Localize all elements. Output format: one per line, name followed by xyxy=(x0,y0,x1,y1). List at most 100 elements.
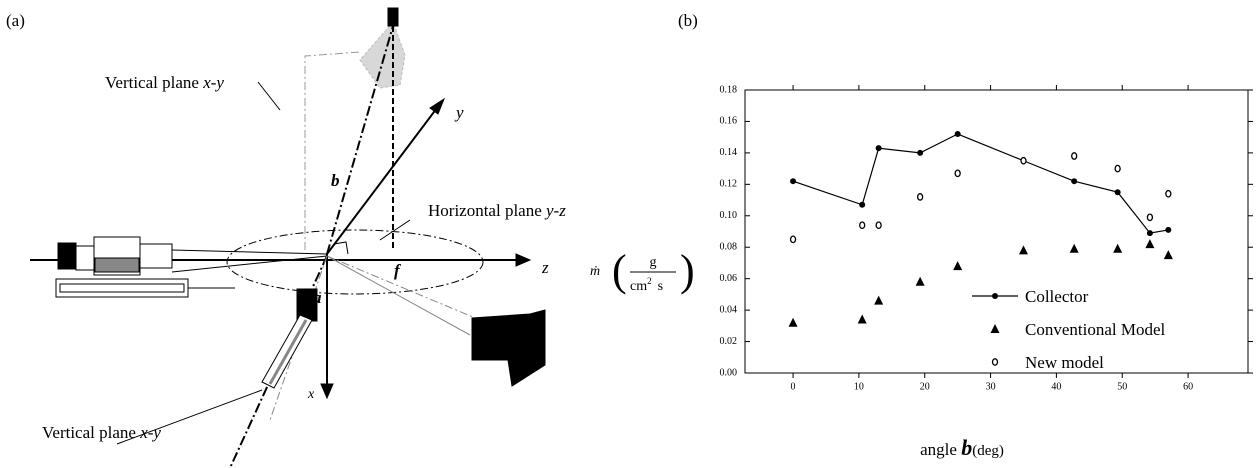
ray xyxy=(326,255,471,336)
lamp xyxy=(387,7,399,27)
angle-label: b xyxy=(331,171,340,190)
angle-label: f xyxy=(394,261,402,280)
axis-label: y xyxy=(454,103,464,122)
marker xyxy=(789,235,797,244)
panel-label: (b) xyxy=(678,11,698,30)
y-axis xyxy=(326,103,441,255)
marker xyxy=(874,295,884,305)
bracket: ) xyxy=(680,246,695,295)
x-tick-label: 40 xyxy=(1051,381,1061,392)
x-tick-label: 20 xyxy=(920,381,930,392)
y-label: cm2 s xyxy=(630,276,663,294)
text: b xyxy=(961,435,972,460)
y-tick-label: 0.06 xyxy=(720,273,738,284)
right-angle xyxy=(333,241,349,255)
marker xyxy=(954,169,961,178)
marker xyxy=(915,276,925,286)
marker xyxy=(790,178,797,185)
plane-label: Horizontal plane y-z xyxy=(428,201,566,220)
text: y-z xyxy=(544,201,566,220)
y-tick-label: 0.08 xyxy=(720,242,738,253)
axis-label: z xyxy=(541,258,549,277)
bracket: ( xyxy=(612,246,627,295)
syringe xyxy=(59,283,185,293)
y-tick-label: 0.14 xyxy=(720,147,738,158)
syringe xyxy=(139,243,173,269)
ray xyxy=(171,255,328,273)
ray xyxy=(326,255,481,321)
marker xyxy=(1071,178,1078,185)
series-line xyxy=(792,133,1169,234)
y-tick-label: 0.16 xyxy=(720,116,738,127)
marker xyxy=(1113,243,1123,253)
text: x-y xyxy=(202,73,224,92)
x-tick-label: 10 xyxy=(854,381,864,392)
marker xyxy=(1114,164,1121,173)
light-cone xyxy=(359,21,406,89)
x-tick-label: 50 xyxy=(1117,381,1127,392)
text: Vertical plane xyxy=(42,423,140,442)
marker xyxy=(1020,156,1027,165)
marker xyxy=(1018,245,1028,255)
legend-marker xyxy=(992,293,998,299)
ray xyxy=(171,249,328,255)
arrowhead xyxy=(429,97,446,115)
text: angle xyxy=(920,440,961,459)
panel-label: (a) xyxy=(6,11,25,30)
marker xyxy=(875,221,882,230)
marker xyxy=(1145,239,1155,249)
y-tick-label: 0.12 xyxy=(720,179,738,190)
x-tick-label: 0 xyxy=(791,381,796,392)
nozzle xyxy=(57,242,77,270)
marker xyxy=(953,261,963,271)
plane-label: Vertical plane x-y xyxy=(105,73,224,92)
diagram xyxy=(30,7,546,468)
x-tick-label: 30 xyxy=(986,381,996,392)
plane-outline xyxy=(304,51,361,250)
y-tick-label: 0.10 xyxy=(720,210,738,221)
camera xyxy=(471,309,546,387)
text: Horizontal plane xyxy=(428,201,546,220)
marker xyxy=(1146,230,1153,237)
marker xyxy=(1069,243,1079,253)
angle-label: a xyxy=(313,288,322,307)
leader xyxy=(379,219,411,241)
horizontal-ellipse xyxy=(226,229,484,295)
marker xyxy=(1146,213,1154,222)
marker xyxy=(916,193,924,201)
legend-label: Conventional Model xyxy=(1025,320,1166,339)
y-tick-label: 0.04 xyxy=(720,304,738,315)
y-label: g xyxy=(650,255,657,270)
marker xyxy=(954,131,961,138)
chart: (b) ṁ ( ) g cm2 s angle b(deg) 0.00 0.02 0.… xyxy=(590,11,1253,460)
legend-label: Collector xyxy=(1025,287,1089,306)
syringe xyxy=(94,257,140,273)
arrowhead xyxy=(320,383,334,400)
y-label: ṁ xyxy=(590,264,600,279)
marker xyxy=(859,201,866,208)
text: (deg) xyxy=(972,443,1004,459)
x-tick-label: 60 xyxy=(1183,381,1193,392)
arrowhead xyxy=(515,253,532,267)
marker xyxy=(1114,189,1121,196)
text: s xyxy=(658,279,663,294)
plot-frame xyxy=(744,89,1249,374)
text: x-y xyxy=(139,423,161,442)
marker xyxy=(857,314,867,324)
marker xyxy=(788,317,798,327)
probe xyxy=(268,319,308,385)
beam-line xyxy=(326,25,394,255)
y-tick-label: 0.00 xyxy=(720,367,738,378)
y-tick-label: 0.02 xyxy=(720,336,738,347)
marker xyxy=(875,145,882,152)
y-tick-label: 0.18 xyxy=(720,84,738,95)
marker xyxy=(1071,152,1078,160)
text: Vertical plane xyxy=(105,73,203,92)
legend-label: New model xyxy=(1025,353,1104,372)
marker xyxy=(917,149,924,156)
text: cm xyxy=(630,279,647,294)
marker xyxy=(1165,226,1172,233)
plane-label: Vertical plane x-y xyxy=(42,423,161,442)
axis-label: x xyxy=(307,387,315,402)
